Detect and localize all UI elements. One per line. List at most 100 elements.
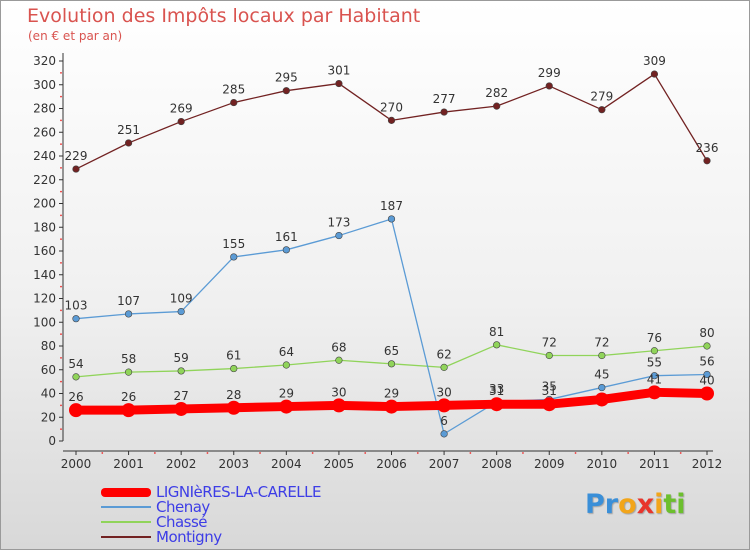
y-tick-label: 80 xyxy=(41,339,56,353)
data-label: 59 xyxy=(174,351,189,365)
data-point xyxy=(437,398,452,413)
y-minor-tick xyxy=(60,238,62,241)
data-label: 81 xyxy=(489,325,504,339)
y-minor-tick xyxy=(60,309,62,312)
data-label: 31 xyxy=(489,384,504,398)
legend-label: Chassé xyxy=(156,513,208,531)
legend-label: Montigny xyxy=(156,528,222,546)
x-tick-label: 2012 xyxy=(692,457,723,471)
x-minor-tick xyxy=(627,452,630,454)
data-point xyxy=(703,370,711,379)
data-point xyxy=(650,347,659,355)
data-label: 173 xyxy=(327,216,350,230)
data-point xyxy=(230,364,238,373)
data-label: 72 xyxy=(542,336,557,350)
data-point xyxy=(647,385,662,400)
data-label: 54 xyxy=(68,357,83,371)
data-label: 29 xyxy=(384,387,399,401)
data-point xyxy=(282,246,290,254)
y-tick-label: 160 xyxy=(33,244,56,258)
y-tick-label: 100 xyxy=(33,315,56,329)
series-3: 54 58 59 61 64 68 65 62 81 72 72 76 80 xyxy=(68,325,715,381)
y-tick-label: 320 xyxy=(33,54,56,68)
data-point xyxy=(387,116,396,124)
x-minor-tick xyxy=(522,452,524,454)
data-label: 56 xyxy=(699,355,714,369)
data-point xyxy=(440,108,448,116)
x-tick-label: 2006 xyxy=(376,457,407,471)
y-minor-tick xyxy=(60,428,62,431)
y-minor-tick xyxy=(60,285,62,288)
x-minor-tick xyxy=(469,452,472,454)
data-point xyxy=(594,392,609,407)
x-tick-label: 2007 xyxy=(429,457,460,471)
data-point xyxy=(387,360,396,368)
chart-title: Evolution des Impôts locaux par Habitant xyxy=(27,5,421,27)
y-tick-label: 60 xyxy=(41,363,56,377)
y-minor-tick xyxy=(60,95,62,98)
data-label: 301 xyxy=(327,64,350,78)
logo-letter: r xyxy=(604,489,619,520)
y-tick-label: 300 xyxy=(33,78,56,92)
data-point xyxy=(282,361,290,369)
logo-letter: t xyxy=(663,489,677,520)
data-point xyxy=(440,363,448,371)
data-point xyxy=(177,367,185,375)
data-label: 6 xyxy=(440,414,448,428)
data-point xyxy=(124,139,133,147)
data-point xyxy=(335,79,343,88)
data-label: 61 xyxy=(226,349,241,363)
data-point xyxy=(703,157,711,165)
data-point xyxy=(545,82,553,90)
data-label: 285 xyxy=(222,83,245,97)
legend-swatch xyxy=(101,521,151,523)
chart-subtitle: (en € et par an) xyxy=(28,29,123,43)
y-minor-tick xyxy=(60,166,62,169)
data-point xyxy=(703,342,711,350)
data-point xyxy=(384,399,399,414)
data-point xyxy=(331,398,346,413)
legend-label: LIGNIèRES-LA-CARELLE xyxy=(156,483,321,501)
data-point xyxy=(282,87,290,95)
data-label: 62 xyxy=(436,347,451,361)
data-label: 187 xyxy=(380,199,403,213)
logo-letter: P xyxy=(585,489,605,520)
data-label: 29 xyxy=(279,387,294,401)
x-minor-tick xyxy=(416,452,419,454)
x-minor-tick xyxy=(206,452,209,454)
data-point xyxy=(226,400,241,415)
data-point xyxy=(177,307,185,316)
data-label: 277 xyxy=(433,92,456,106)
legend-swatch xyxy=(101,506,151,508)
data-point xyxy=(69,403,83,418)
data-point xyxy=(493,341,501,349)
x-tick-label: 2001 xyxy=(113,457,144,471)
data-label: 282 xyxy=(485,86,508,100)
data-point xyxy=(387,215,396,223)
data-label: 270 xyxy=(380,100,403,114)
data-label: 40 xyxy=(699,374,714,388)
data-label: 30 xyxy=(331,385,346,399)
data-label: 103 xyxy=(65,299,88,313)
y-tick-label: 120 xyxy=(33,292,56,306)
y-tick-label: 200 xyxy=(33,197,56,211)
series-4: 229 251 269 285 295 301 270 277 282 299 279 309 236 xyxy=(65,54,718,173)
data-point xyxy=(598,106,606,114)
data-label: 109 xyxy=(170,292,193,306)
data-point xyxy=(542,397,557,412)
x-tick-label: 2000 xyxy=(61,457,92,471)
data-label: 229 xyxy=(65,149,88,163)
y-minor-tick xyxy=(60,404,62,407)
x-minor-tick xyxy=(101,452,104,454)
x-tick-label: 2008 xyxy=(481,457,512,471)
x-tick-label: 2009 xyxy=(534,457,565,471)
y-minor-tick xyxy=(60,333,62,336)
y-minor-tick xyxy=(60,261,62,264)
y-tick-label: 180 xyxy=(33,220,56,234)
y-minor-tick xyxy=(60,119,62,122)
data-label: 155 xyxy=(222,237,245,251)
legend-swatch xyxy=(101,487,151,497)
data-point xyxy=(598,383,606,392)
